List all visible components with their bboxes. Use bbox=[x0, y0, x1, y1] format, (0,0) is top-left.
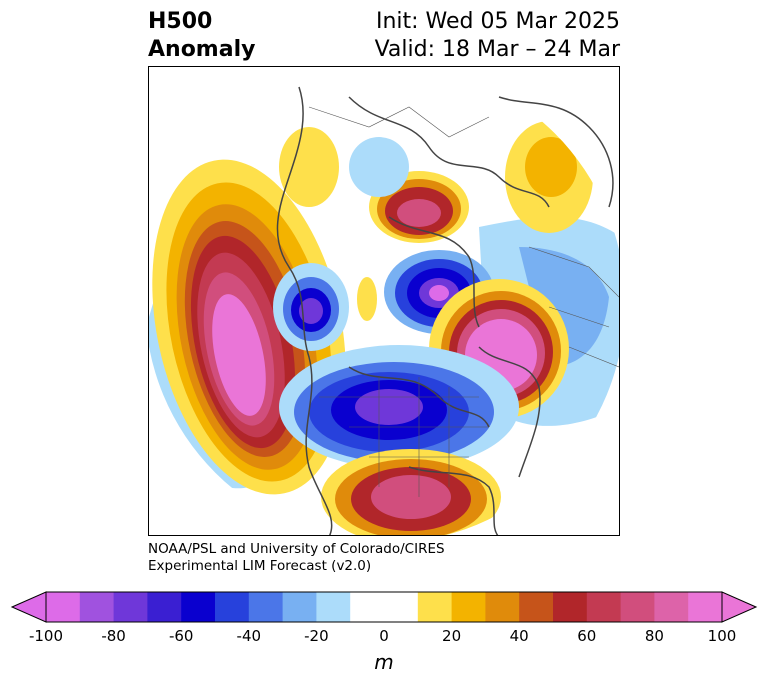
colorbar-segment bbox=[282, 592, 317, 622]
trough-arctic bbox=[349, 137, 409, 197]
colorbar-segment bbox=[181, 592, 216, 622]
colorbar-unit: m bbox=[374, 650, 394, 674]
colorbar-extend-min bbox=[10, 591, 47, 623]
trough-eastern-canada bbox=[279, 345, 519, 469]
colorbar-segment bbox=[384, 592, 419, 622]
colorbar-segment bbox=[316, 592, 351, 622]
title-variable: H500 bbox=[148, 9, 213, 34]
ridge-western-russia bbox=[369, 171, 469, 243]
colorbar-segment bbox=[46, 592, 81, 622]
ridge-northeast-pacific bbox=[152, 159, 346, 495]
colorbar-extend-max bbox=[721, 591, 758, 623]
colorbar-tick-label: 20 bbox=[442, 627, 462, 645]
colorbar-tick-label: 100 bbox=[707, 627, 737, 645]
colorbar-tick-label: 60 bbox=[577, 627, 597, 645]
map-title: H500 Anomaly bbox=[148, 8, 255, 64]
trough-northwest bbox=[273, 263, 349, 351]
colorbar-tick-label: -80 bbox=[101, 627, 126, 645]
credit-line1: NOAA/PSL and University of Colorado/CIRE… bbox=[148, 541, 445, 557]
colorbar-tick-label: -40 bbox=[236, 627, 262, 645]
colorbar-segment bbox=[79, 592, 115, 622]
colorbar-tick-label: 0 bbox=[379, 627, 389, 645]
init-date: Init: Wed 05 Mar 2025 bbox=[375, 9, 620, 34]
colorbar-segment bbox=[215, 592, 250, 622]
colorbar-tick-label: -20 bbox=[304, 627, 329, 645]
ridge-arctic-west bbox=[279, 127, 339, 207]
colorbar-segment bbox=[586, 592, 622, 622]
coastlines bbox=[276, 86, 614, 535]
colorbar-tick-label: -100 bbox=[28, 627, 64, 645]
ridge-arctic-east bbox=[505, 121, 593, 233]
colorbar-segments bbox=[10, 591, 758, 623]
colorbar bbox=[10, 591, 758, 623]
valid-range: Valid: 18 Mar – 24 Mar bbox=[374, 37, 620, 62]
colorbar-segment bbox=[688, 592, 723, 622]
colorbar-segment bbox=[147, 592, 182, 622]
colorbar-segment bbox=[485, 592, 520, 622]
colorbar-segment bbox=[620, 592, 655, 622]
colorbar-segment bbox=[451, 592, 486, 622]
colorbar-segment bbox=[113, 592, 148, 622]
anomaly-map bbox=[148, 66, 620, 536]
map-date-info: Init: Wed 05 Mar 2025 Valid: 18 Mar – 24… bbox=[375, 8, 620, 64]
credit-text: NOAA/PSL and University of Colorado/CIRE… bbox=[148, 541, 445, 575]
colorbar-segment bbox=[350, 592, 385, 622]
anomaly-map-svg bbox=[149, 86, 619, 535]
colorbar-tick-label: -60 bbox=[168, 627, 194, 645]
colorbar-segment bbox=[553, 592, 588, 622]
colorbar-tick-label: 80 bbox=[644, 627, 664, 645]
colorbar-tick-label: 40 bbox=[509, 627, 529, 645]
colorbar-segment bbox=[417, 592, 453, 622]
title-field: Anomaly bbox=[148, 37, 256, 62]
political-borders bbox=[308, 106, 619, 497]
colorbar-segment bbox=[519, 592, 554, 622]
credit-line2: Experimental LIM Forecast (v2.0) bbox=[148, 558, 372, 574]
colorbar-segment bbox=[248, 592, 284, 622]
colorbar-segment bbox=[654, 592, 689, 622]
small-ridge-central bbox=[357, 277, 377, 321]
